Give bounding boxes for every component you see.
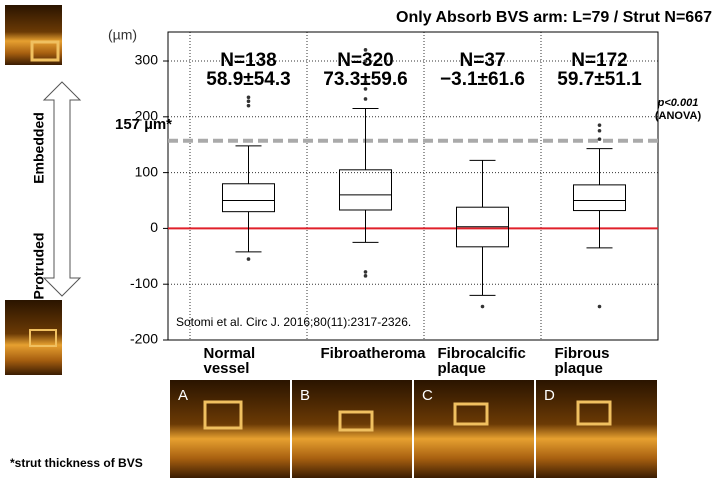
strut <box>338 410 374 432</box>
outlier <box>363 80 368 85</box>
y-tick-label: 200 <box>135 108 159 124</box>
outlier <box>246 95 251 100</box>
outlier <box>597 304 602 309</box>
outlier <box>363 274 368 278</box>
y-tick-label: 300 <box>135 52 159 68</box>
outlier <box>246 103 251 108</box>
oct-panel <box>414 380 534 478</box>
x-tick-label: Normal vessel <box>203 345 256 377</box>
citation: Sotomi et al. Circ J. 2016;80(11):2317-2… <box>176 315 411 329</box>
y-tick-label: -100 <box>130 275 158 291</box>
outlier <box>363 270 368 274</box>
oct-image <box>5 300 62 375</box>
box <box>573 184 626 212</box>
outlier <box>363 48 368 52</box>
oct-panels <box>170 380 657 478</box>
stat-label: 58.9±54.3 <box>206 69 290 90</box>
stat-label: 73.3±59.6 <box>323 69 407 90</box>
y-tick-label: 100 <box>135 163 159 179</box>
panel-letter: D <box>544 387 555 404</box>
panel-letter: C <box>422 387 433 404</box>
reference-label: 157 µm* <box>115 116 172 133</box>
strut <box>576 400 612 426</box>
test-name: (ANOVA) <box>655 110 702 122</box>
plot-frame <box>167 31 659 341</box>
y-tick-label: -200 <box>130 331 158 347</box>
panel-letter: A <box>178 387 188 404</box>
oct-panel <box>536 380 657 478</box>
x-tick-label: Fibrocalcific plaque <box>437 345 526 377</box>
n-label: N=37 <box>460 50 506 71</box>
strut <box>203 400 243 430</box>
box <box>222 183 275 213</box>
direction-label: Embedded <box>31 112 47 184</box>
outlier <box>363 87 368 91</box>
outlier <box>597 137 602 141</box>
outlier <box>597 128 602 133</box>
footnote: *strut thickness of BVS <box>10 456 143 470</box>
n-label: N=172 <box>571 50 628 71</box>
strut <box>29 329 57 347</box>
stat-label: 59.7±51.1 <box>557 69 642 90</box>
y-unit: (µm) <box>108 27 137 43</box>
outlier <box>363 97 368 101</box>
outlier <box>246 257 251 261</box>
stat-label: −3.1±61.6 <box>440 69 525 90</box>
p-value: p<0.001 <box>657 97 699 109</box>
n-label: N=138 <box>220 50 277 71</box>
double-arrow <box>42 81 82 297</box>
outlier <box>246 99 251 103</box>
outlier <box>363 59 368 63</box>
outlier <box>597 123 602 127</box>
y-tick-label: 0 <box>150 219 158 235</box>
panel-letter: B <box>300 387 310 404</box>
chart-title: Only Absorb BVS arm: L=79 / Strut N=667 <box>396 9 712 26</box>
strut <box>453 402 489 426</box>
x-tick-label: Fibrous plaque <box>554 345 610 377</box>
direction-label: Protruded <box>31 233 47 300</box>
outlier <box>480 304 485 309</box>
x-tick-label: Fibroatheroma <box>320 345 426 362</box>
box <box>339 169 392 211</box>
strut <box>30 40 60 62</box>
n-label: N=320 <box>337 50 394 71</box>
